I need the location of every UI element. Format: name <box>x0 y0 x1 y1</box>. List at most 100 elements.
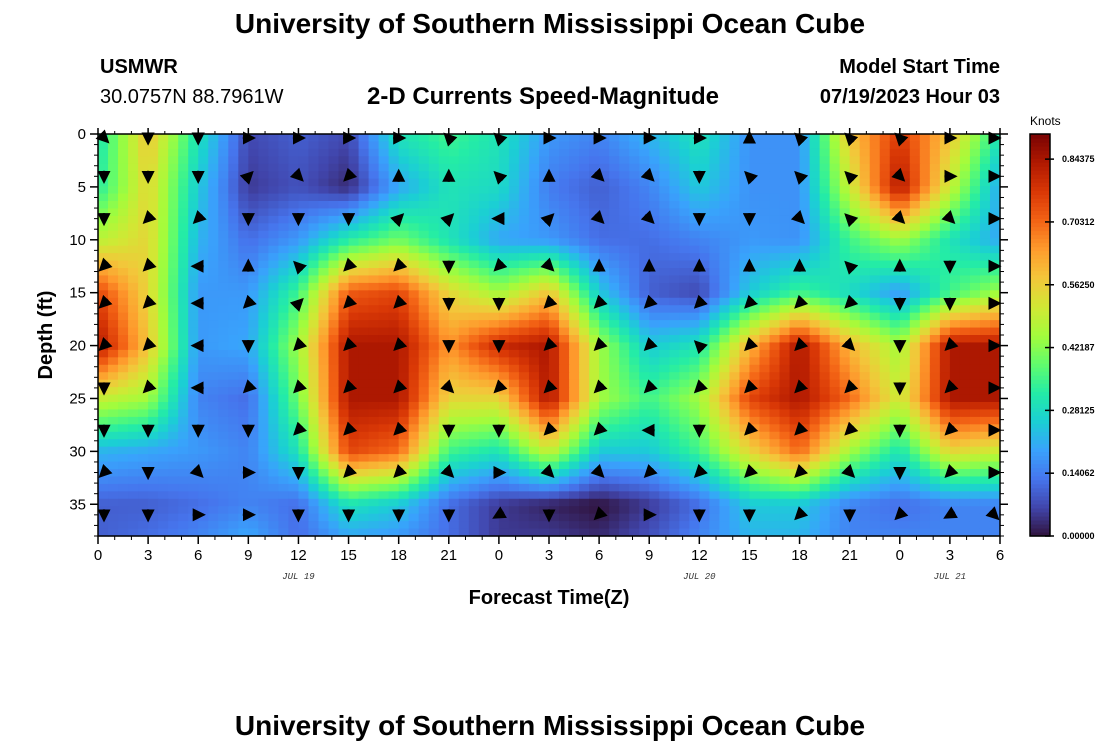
heatmap-cell <box>298 394 310 403</box>
heatmap-cell <box>679 461 690 470</box>
heatmap-cell <box>448 156 460 165</box>
heatmap-cell <box>859 402 871 411</box>
heatmap-cell <box>959 282 971 291</box>
heatmap-cell <box>859 521 871 530</box>
heatmap-cell <box>478 141 490 150</box>
heatmap-cell <box>899 364 911 373</box>
heatmap-cell <box>849 513 861 522</box>
heatmap-cell <box>669 379 680 388</box>
heatmap-cell <box>348 230 360 239</box>
heatmap-cell <box>809 498 821 507</box>
heatmap-cell <box>368 372 380 381</box>
heatmap-cell <box>238 163 249 172</box>
heatmap-cell <box>348 483 360 492</box>
heatmap-cell <box>569 439 580 448</box>
heatmap-cell <box>338 208 350 217</box>
heatmap-cell <box>909 245 921 254</box>
heatmap-cell <box>729 491 741 500</box>
heatmap-cell <box>909 439 921 448</box>
heatmap-cell <box>238 491 249 500</box>
current-arrow <box>744 294 759 309</box>
heatmap-cell <box>979 327 991 336</box>
heatmap-cell <box>128 223 139 232</box>
heatmap-cell <box>629 342 640 351</box>
heatmap-cell <box>128 171 139 180</box>
heatmap-cell <box>528 521 540 530</box>
heatmap-cell <box>208 223 219 232</box>
heatmap-cell <box>218 461 229 470</box>
heatmap-cell <box>268 327 279 336</box>
heatmap-cell <box>468 327 480 336</box>
heatmap-cell <box>839 335 851 344</box>
heatmap-cell <box>549 171 560 180</box>
heatmap-cell <box>278 186 290 195</box>
heatmap-cell <box>148 245 159 254</box>
heatmap-cell <box>258 491 269 500</box>
heatmap-cell <box>398 163 410 172</box>
heatmap-cell <box>218 402 229 411</box>
heatmap-cell <box>639 305 650 314</box>
heatmap-cell <box>258 290 269 299</box>
heatmap-cell <box>979 387 991 396</box>
heatmap-cell <box>138 312 149 321</box>
heatmap-cell <box>809 260 821 269</box>
heatmap-cell <box>158 320 169 329</box>
heatmap-cell <box>619 349 630 358</box>
heatmap-cell <box>208 193 219 202</box>
heatmap-cell <box>599 357 610 366</box>
heatmap-cell <box>278 305 290 314</box>
heatmap-cell <box>559 275 570 284</box>
heatmap-cell <box>759 483 771 492</box>
heatmap-cell <box>559 230 570 239</box>
heatmap-cell <box>258 372 269 381</box>
heatmap-cell <box>869 461 881 470</box>
heatmap-cell <box>338 357 350 366</box>
heatmap-cell <box>408 320 420 329</box>
heatmap-cell <box>629 238 640 247</box>
heatmap-cell <box>699 349 710 358</box>
heatmap-cell <box>128 230 139 239</box>
heatmap-cell <box>949 282 961 291</box>
heatmap-cell <box>889 178 901 187</box>
heatmap-cell <box>559 208 570 217</box>
heatmap-cell <box>318 513 330 522</box>
heatmap-cell <box>358 253 370 262</box>
heatmap-cell <box>839 141 851 150</box>
heatmap-cell <box>829 275 841 284</box>
heatmap-cell <box>258 424 269 433</box>
heatmap-cell <box>288 245 300 254</box>
heatmap-cell <box>969 245 981 254</box>
heatmap-cell <box>188 253 199 262</box>
heatmap-cell <box>899 282 911 291</box>
heatmap-cell <box>739 439 751 448</box>
heatmap-cell <box>488 201 500 210</box>
heatmap-cell <box>849 178 861 187</box>
heatmap-cell <box>528 342 540 351</box>
heatmap-cell <box>108 178 119 187</box>
heatmap-cell <box>358 402 370 411</box>
heatmap-cell <box>809 446 821 455</box>
heatmap-cell <box>338 476 350 485</box>
heatmap-cell <box>448 260 460 269</box>
heatmap-cell <box>609 372 620 381</box>
heatmap-cell <box>448 483 460 492</box>
heatmap-cell <box>829 431 841 440</box>
heatmap-cell <box>518 260 530 269</box>
heatmap-cell <box>298 178 310 187</box>
heatmap-cell <box>699 238 710 247</box>
heatmap-cell <box>679 156 690 165</box>
heatmap-cell <box>358 506 370 515</box>
heatmap-cell <box>368 402 380 411</box>
heatmap-cell <box>769 163 781 172</box>
heatmap-cell <box>308 372 320 381</box>
heatmap-cell <box>188 305 199 314</box>
heatmap-cell <box>879 305 891 314</box>
heatmap-cell <box>448 476 460 485</box>
heatmap-cell <box>619 260 630 269</box>
heatmap-cell <box>719 439 730 448</box>
heatmap-cell <box>128 260 139 269</box>
heatmap-cell <box>228 454 239 463</box>
heatmap-cell <box>609 357 620 366</box>
heatmap-cell <box>909 275 921 284</box>
heatmap-cell <box>298 282 310 291</box>
